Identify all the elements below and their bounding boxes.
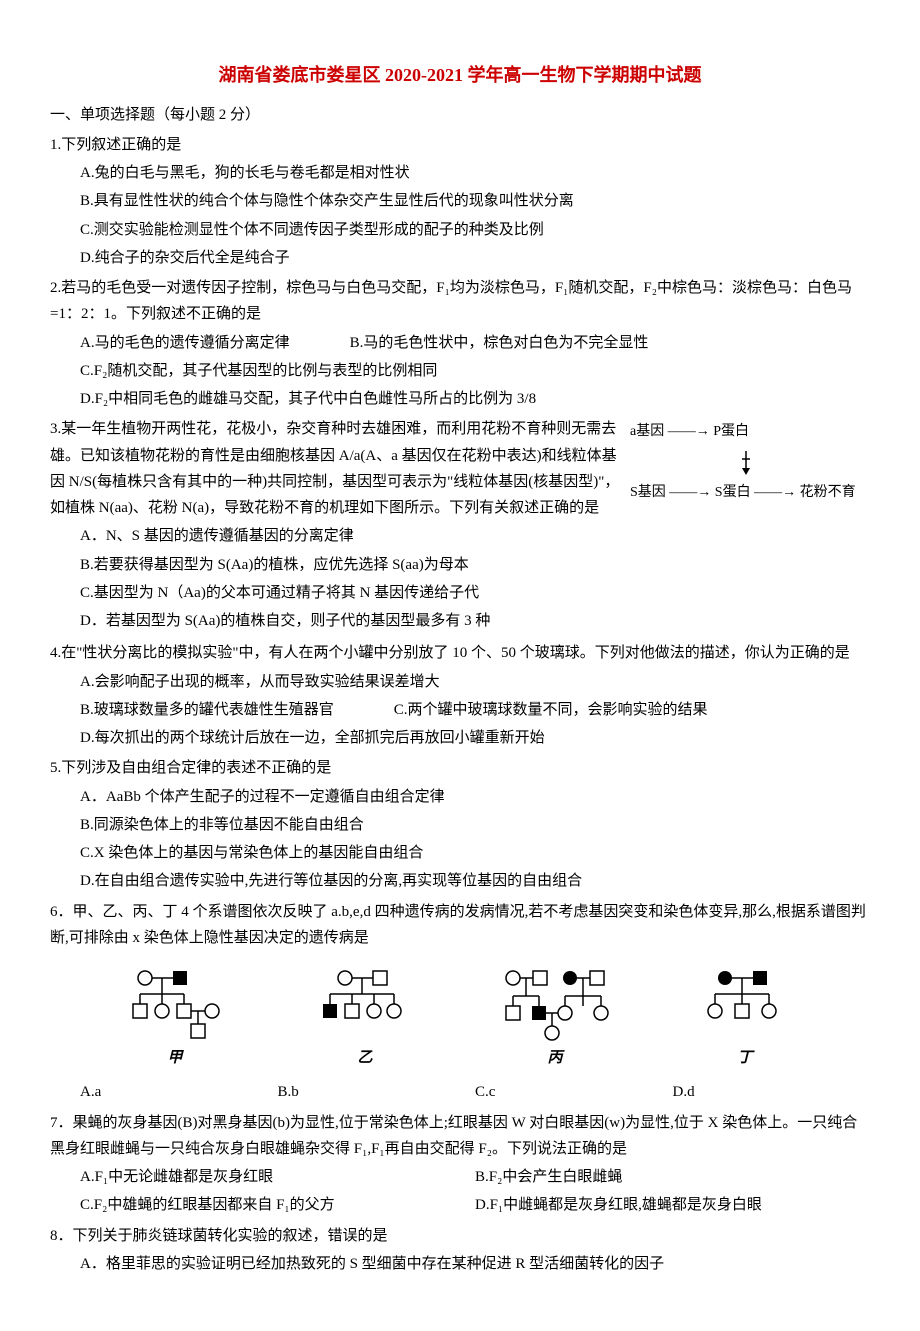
q8-text: 8．下列关于肺炎链球菌转化实验的叙述，错误的是 bbox=[50, 1223, 870, 1249]
pedigree-3: 丙 bbox=[490, 966, 620, 1071]
q8-option-a: A．格里菲思的实验证明已经加热致死的 S 型细菌中存在某种促进 R 型活细菌转化… bbox=[80, 1251, 870, 1277]
q2-option-c: C.F₂随机交配，其子代基因型的比例与表型的比例相同 bbox=[80, 358, 870, 384]
pedigree-4: 丁 bbox=[680, 966, 810, 1071]
question-7: 7．果蝇的灰身基因(B)对黑身基因(b)为显性,位于常染色体上;红眼基因 W 对… bbox=[50, 1110, 870, 1219]
q6-option-d: D.d bbox=[673, 1079, 871, 1105]
question-4: 4.在"性状分离比的模拟实验"中，有人在两个小罐中分别放了 10 个、50 个玻… bbox=[50, 640, 870, 751]
question-8: 8．下列关于肺炎链球菌转化实验的叙述，错误的是 A．格里菲思的实验证明已经加热致… bbox=[50, 1223, 870, 1278]
diagram-s-protein: S蛋白 bbox=[715, 485, 751, 500]
page-title: 湖南省娄底市娄星区 2020-2021 学年高一生物下学期期中试题 bbox=[50, 60, 870, 92]
diagram-a-gene: a基因 bbox=[630, 424, 664, 439]
arrow-icon: ——→ bbox=[668, 420, 710, 445]
q4-option-a: A.会影响配子出现的概率，从而导致实验结果误差增大 bbox=[80, 669, 870, 695]
diagram-pollen: 花粉不育 bbox=[800, 485, 856, 500]
q3-option-c: C.基因型为 N（Aa)的父本可通过精子将其 N 基因传递给子代 bbox=[80, 580, 870, 606]
q1-option-c: C.测交实验能检测显性个体不同遗传因子类型形成的配子的种类及比例 bbox=[80, 217, 870, 243]
q5-option-b: B.同源染色体上的非等位基因不能自由组合 bbox=[80, 812, 870, 838]
question-3: a基因 ——→ P蛋白 S基因 ——→ S蛋白 ——→ 花粉不育 3.某一年生植… bbox=[50, 416, 870, 636]
q7-option-b: B.F₂中会产生白眼雌蝇 bbox=[475, 1164, 810, 1190]
q1-text: 1.下列叙述正确的是 bbox=[50, 132, 870, 158]
question-2: 2.若马的毛色受一对遗传因子控制，棕色马与白色马交配，F₁均为淡棕色马，F₁随机… bbox=[50, 275, 870, 412]
arrow-icon: ——→ bbox=[754, 481, 796, 506]
q6-option-a: A.a bbox=[80, 1079, 278, 1105]
arrow-icon: ——→ bbox=[669, 481, 711, 506]
q4-option-c: C.两个罐中玻璃球数量不同，会影响实验的结果 bbox=[394, 697, 708, 723]
q7-option-a: A.F₁中无论雌雄都是灰身红眼 bbox=[80, 1164, 415, 1190]
q5-option-a: A．AaBb 个体产生配子的过程不一定遵循自由组合定律 bbox=[80, 784, 870, 810]
q4-option-b: B.玻璃球数量多的罐代表雄性生殖器官 bbox=[80, 697, 334, 723]
q2-text: 2.若马的毛色受一对遗传因子控制，棕色马与白色马交配，F₁均为淡棕色马，F₁随机… bbox=[50, 275, 870, 328]
diagram-p-protein: P蛋白 bbox=[713, 424, 749, 439]
q6-option-c: C.c bbox=[475, 1079, 673, 1105]
q5-option-c: C.X 染色体上的基因与常染色体上的基因能自由组合 bbox=[80, 840, 870, 866]
q6-option-b: B.b bbox=[278, 1079, 476, 1105]
pedigree-diagrams: 甲 乙 bbox=[80, 966, 840, 1071]
down-arrow-icon bbox=[740, 451, 752, 475]
q4-text: 4.在"性状分离比的模拟实验"中，有人在两个小罐中分别放了 10 个、50 个玻… bbox=[50, 640, 870, 666]
q3-option-b: B.若要获得基因型为 S(Aa)的植株，应优先选择 S(aa)为母本 bbox=[80, 552, 870, 578]
pedigree-4-label: 丁 bbox=[680, 1045, 810, 1071]
q2-option-b: B.马的毛色性状中，棕色对白色为不完全显性 bbox=[350, 330, 649, 356]
question-5: 5.下列涉及自由组合定律的表述不正确的是 A．AaBb 个体产生配子的过程不一定… bbox=[50, 755, 870, 894]
diagram-s-gene: S基因 bbox=[630, 485, 666, 500]
q3-option-a: A．N、S 基因的遗传遵循基因的分离定律 bbox=[80, 523, 870, 549]
q1-option-d: D.纯合子的杂交后代全是纯合子 bbox=[80, 245, 870, 271]
pedigree-1: 甲 bbox=[110, 966, 240, 1071]
question-6: 6．甲、乙、丙、丁 4 个系谱图依次反映了 a.b,e,d 四种遗传病的发病情况… bbox=[50, 899, 870, 1106]
pedigree-2-label: 乙 bbox=[300, 1045, 430, 1071]
q6-text: 6．甲、乙、丙、丁 4 个系谱图依次反映了 a.b,e,d 四种遗传病的发病情况… bbox=[50, 899, 870, 952]
pedigree-1-label: 甲 bbox=[110, 1045, 240, 1071]
q7-text: 7．果蝇的灰身基因(B)对黑身基因(b)为显性,位于常染色体上;红眼基因 W 对… bbox=[50, 1110, 870, 1163]
question-1: 1.下列叙述正确的是 A.兔的白毛与黑毛，狗的长毛与卷毛都是相对性状 B.具有显… bbox=[50, 132, 870, 271]
q4-option-d: D.每次抓出的两个球统计后放在一边，全部抓完后再放回小罐重新开始 bbox=[80, 725, 870, 751]
q2-option-d: D.F₂中相同毛色的雌雄马交配，其子代中白色雌性马所占的比例为 3/8 bbox=[80, 386, 870, 412]
q7-option-c: C.F₂中雄蝇的红眼基因都来自 F₁的父方 bbox=[80, 1192, 415, 1218]
pedigree-2: 乙 bbox=[300, 966, 430, 1071]
q1-option-b: B.具有显性性状的纯合个体与隐性个体杂交产生显性后代的现象叫性状分离 bbox=[80, 188, 870, 214]
q5-text: 5.下列涉及自由组合定律的表述不正确的是 bbox=[50, 755, 870, 781]
q3-option-d: D．若基因型为 S(Aa)的植株自交，则子代的基因型最多有 3 种 bbox=[80, 608, 870, 634]
q3-diagram: a基因 ——→ P蛋白 S基因 ——→ S蛋白 ——→ 花粉不育 bbox=[630, 420, 860, 511]
section-header: 一、单项选择题（每小题 2 分） bbox=[50, 102, 870, 128]
q1-option-a: A.兔的白毛与黑毛，狗的长毛与卷毛都是相对性状 bbox=[80, 160, 870, 186]
pedigree-3-label: 丙 bbox=[490, 1045, 620, 1071]
q7-option-d: D.F₁中雌蝇都是灰身红眼,雄蝇都是灰身白眼 bbox=[475, 1192, 810, 1218]
q5-option-d: D.在自由组合遗传实验中,先进行等位基因的分离,再实现等位基因的自由组合 bbox=[80, 868, 870, 894]
q2-option-a: A.马的毛色的遗传遵循分离定律 bbox=[80, 330, 290, 356]
